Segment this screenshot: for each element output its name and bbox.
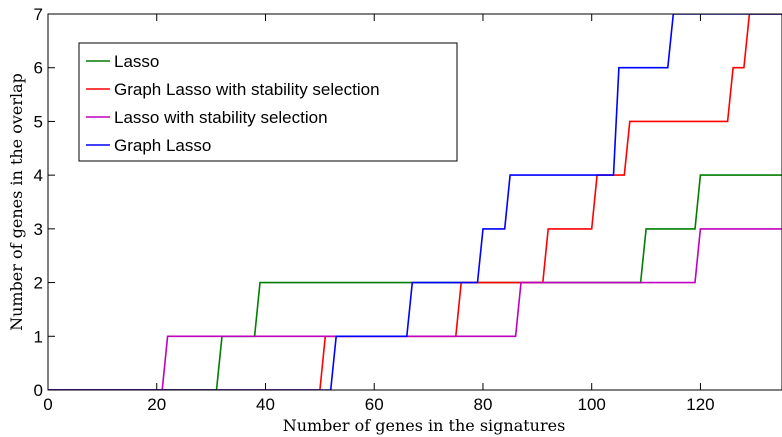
y-tick-label: 2	[34, 274, 43, 293]
x-axis-title: Number of genes in the signatures	[283, 416, 566, 435]
legend-label-3: Lasso with stability selection	[114, 108, 328, 127]
legend: Lasso Graph Lasso with stability selectio…	[78, 42, 458, 162]
legend-label-1: Lasso	[114, 52, 159, 71]
y-tick-label: 4	[34, 166, 43, 185]
series-line-4	[48, 14, 782, 390]
y-tick-label: 6	[34, 59, 43, 78]
legend-box	[78, 42, 458, 162]
x-tick-label: 100	[578, 395, 606, 414]
ticks-layer	[47, 13, 701, 391]
y-tick-label: 3	[34, 220, 43, 239]
y-tick-label: 5	[34, 112, 43, 131]
tick-labels-layer: 0 20 40 60 80 100 120 0 1 2 3 4 5 6 7	[34, 5, 715, 414]
legend-items: Lasso Graph Lasso with stability selectio…	[86, 52, 380, 155]
x-tick-label: 40	[256, 395, 275, 414]
x-tick-label: 0	[43, 395, 52, 414]
series-layer	[48, 14, 782, 390]
y-tick-label: 1	[34, 327, 43, 346]
x-tick-label: 80	[474, 395, 493, 414]
y-tick-label: 0	[34, 381, 43, 400]
y-tick-label: 7	[34, 5, 43, 24]
plot-frame	[47, 13, 782, 391]
x-tick-label: 20	[147, 395, 166, 414]
legend-label-4: Graph Lasso	[114, 136, 211, 155]
x-tick-label: 120	[686, 395, 714, 414]
y-axis-title: Number of genes in the overlap	[7, 73, 26, 331]
x-tick-label: 60	[365, 395, 384, 414]
legend-label-2: Graph Lasso with stability selection	[114, 80, 380, 99]
series-line-3	[48, 228, 782, 390]
